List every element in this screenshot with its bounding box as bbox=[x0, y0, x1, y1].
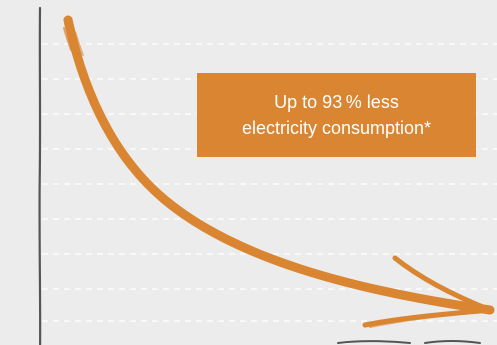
downward-curved-arrow-icon bbox=[63, 15, 495, 328]
vertical-axis bbox=[38, 6, 42, 345]
savings-callout: Up to 93 % less electricity consumption* bbox=[197, 73, 476, 157]
bottom-sketch-mark bbox=[337, 340, 411, 344]
bottom-sketch-mark bbox=[424, 340, 481, 344]
callout-line-1: Up to 93 % less bbox=[274, 92, 399, 112]
callout-line-2: electricity consumption* bbox=[241, 118, 432, 138]
